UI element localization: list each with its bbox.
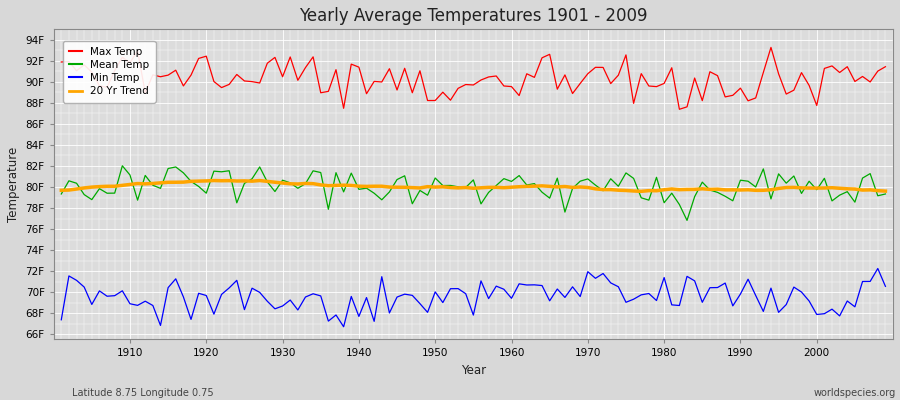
Text: Latitude 8.75 Longitude 0.75: Latitude 8.75 Longitude 0.75	[72, 388, 213, 398]
Text: worldspecies.org: worldspecies.org	[814, 388, 896, 398]
X-axis label: Year: Year	[461, 364, 486, 377]
Y-axis label: Temperature: Temperature	[7, 147, 20, 222]
Legend: Max Temp, Mean Temp, Min Temp, 20 Yr Trend: Max Temp, Mean Temp, Min Temp, 20 Yr Tre…	[63, 41, 156, 102]
Title: Yearly Average Temperatures 1901 - 2009: Yearly Average Temperatures 1901 - 2009	[299, 7, 648, 25]
